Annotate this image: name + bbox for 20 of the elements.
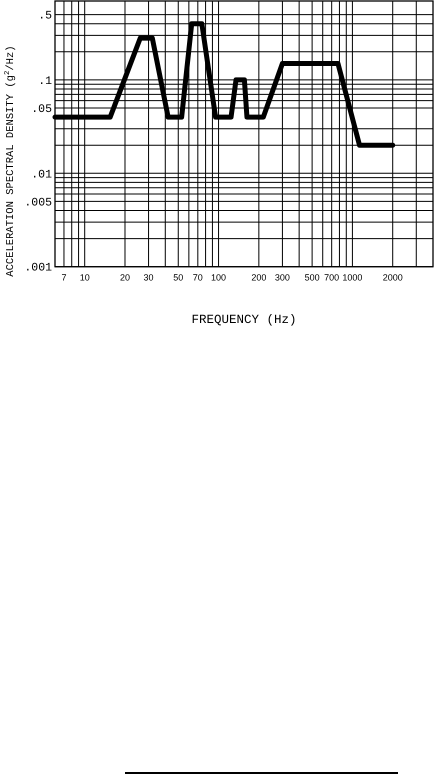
x-tick-label: 70 [192,272,203,283]
x-tick-label: 7 [61,272,66,283]
y-tick-label: .001 [24,262,52,275]
x-tick-label: 200 [251,272,266,283]
y-tick-label: .5 [38,10,52,23]
x-tick-label: 10 [80,272,90,283]
x-tick-label: 50 [173,272,184,283]
y-tick-label: .01 [31,168,52,182]
y-tick-label: .005 [24,196,52,210]
x-axis-title: FREQUENCY (Hz) [191,313,297,327]
x-tick-label: 500 [304,272,320,283]
x-tick-label: 100 [211,272,226,283]
x-tick-label: 300 [274,272,290,283]
x-tick-label: 2000 [382,272,403,283]
x-tick-label: 1000 [342,272,362,283]
x-tick-label: 700 [324,272,340,283]
x-tick-label: 20 [120,272,130,283]
x-tick-label: 30 [144,272,154,283]
y-tick-label: .1 [38,74,52,88]
y-tick-label: .05 [31,103,52,116]
